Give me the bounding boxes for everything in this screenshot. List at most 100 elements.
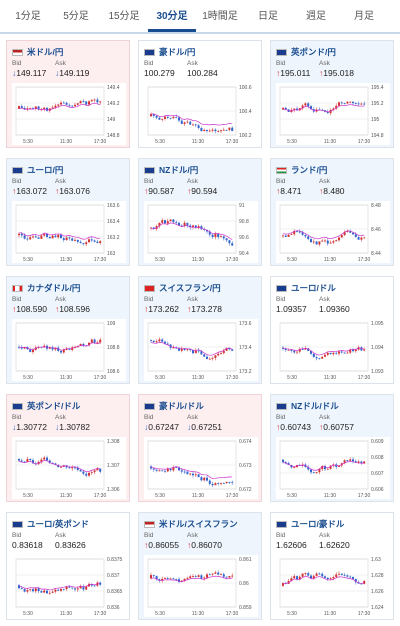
candle-body — [32, 108, 34, 109]
card-title: スイスフラン/円 — [144, 282, 221, 294]
pair-name[interactable]: カナダドル/円 — [27, 283, 81, 293]
pair-name[interactable]: NZドル/円 — [159, 165, 199, 175]
bid-price: 173.262 — [148, 304, 179, 314]
candle-body — [293, 467, 296, 468]
candle-body — [217, 483, 220, 485]
mini-candle-chart[interactable]: 100.6 100.4 100.2 5:30 11:30 17:30 — [144, 83, 258, 145]
mini-candle-chart[interactable]: 173.6 173.4 173.2 5:30 11:30 17:30 — [144, 319, 258, 381]
ask-value: ↑0.86070 — [187, 540, 222, 550]
bid-value: ↑0.86055 — [144, 540, 179, 550]
candle-body — [296, 230, 298, 232]
bid-label: Bid — [144, 60, 154, 67]
pair-name[interactable]: ユーロ/円 — [27, 165, 64, 175]
quote-card[interactable]: 米ドル/スイスフラン Bid Ask ↑0.86055 ↑0.86070 0.861 0.8… — [138, 512, 262, 620]
pair-name[interactable]: ユーロ/豪ドル — [291, 519, 345, 529]
quote-card[interactable]: 英ポンド/ドル Bid Ask ↓1.30772 ↓1.30782 1.308 1.307 1… — [6, 394, 130, 502]
pair-name[interactable]: 豪ドル/円 — [159, 47, 196, 57]
tab-5[interactable]: 日足 — [258, 11, 278, 22]
mini-candle-chart[interactable]: 163.6 163.4 163.2 163 5:30 11:30 17:30 — [12, 201, 126, 263]
quote-card[interactable]: 英ポンド/円 Bid Ask ↑195.011 ↑195.018 195.4 195.2 19… — [270, 40, 394, 148]
mini-candle-chart[interactable]: 0.609 0.608 0.607 0.606 5:30 11:30 17:30 — [276, 437, 390, 499]
ask-value: ↓0.67251 — [187, 422, 222, 432]
quote-card[interactable]: ユーロ/英ポンド Bid Ask 0.83618 0.83626 0.8375 0.837 0… — [6, 512, 130, 620]
candle-body — [222, 129, 225, 131]
mini-candle-chart[interactable]: 1.63 1.628 1.626 1.624 5:30 11:30 17:30 — [276, 555, 390, 617]
mini-candle-chart[interactable]: 1.308 1.307 1.306 5:30 11:30 17:30 — [12, 437, 126, 499]
ask-label: Ask — [319, 532, 330, 539]
bid-price: 100.279 — [144, 68, 175, 78]
mini-candle-chart[interactable]: 91 90.8 90.6 90.4 5:30 11:30 17:30 — [144, 201, 258, 263]
quote-card[interactable]: 豪ドル/ドル Bid Ask ↓0.67247 ↓0.67251 0.674 0.673 0.… — [138, 394, 262, 502]
candle-body — [228, 240, 231, 244]
tab-3[interactable]: 30分足 — [148, 2, 196, 32]
mini-candle-chart[interactable]: 0.674 0.673 0.672 5:30 11:30 17:30 — [144, 437, 258, 499]
tab-0[interactable]: 1分足 — [15, 11, 41, 22]
x-tick-label: 11:30 — [192, 493, 204, 499]
candle-body — [155, 341, 158, 343]
mini-candle-chart[interactable]: 1.095 1.094 1.093 5:30 11:30 17:30 — [276, 319, 390, 381]
candle-body — [194, 576, 197, 577]
candle-body — [225, 576, 228, 578]
quote-card[interactable]: ユーロ/円 Bid Ask ↑163.072 ↑163.076 163.6 163.4 163… — [6, 158, 130, 266]
candle-body — [51, 347, 54, 350]
pair-name[interactable]: ランド/円 — [291, 165, 328, 175]
mini-candle-chart[interactable]: 109 108.8 108.6 5:30 11:30 17:30 — [12, 319, 126, 381]
direction-arrow-icon: ↑ — [276, 422, 281, 432]
candle-body — [284, 235, 287, 237]
quote-card[interactable]: NZドル/円 Bid Ask ↑90.587 ↑90.594 91 90.8 90.6 90.4… — [138, 158, 262, 266]
candle-body — [175, 222, 178, 223]
pair-name[interactable]: 英ポンド/ドル — [27, 401, 81, 411]
candle-body — [166, 343, 169, 345]
flag-icon — [276, 520, 287, 528]
pair-name[interactable]: ユーロ/ドル — [291, 283, 336, 293]
candle-body — [293, 230, 296, 235]
candle-body — [178, 222, 180, 226]
candle-body — [197, 125, 200, 128]
candle-body — [88, 472, 90, 476]
quote-card[interactable]: 米ドル/円 Bid Ask ↓149.117 ↓149.119 149.4 149.2 149… — [6, 40, 130, 148]
flag-icon — [144, 48, 155, 56]
candle-body — [186, 222, 189, 226]
candle-body — [321, 466, 324, 470]
pair-name[interactable]: 米ドル/円 — [27, 47, 64, 57]
tab-4[interactable]: 1時間足 — [202, 11, 238, 22]
pair-name[interactable]: NZドル/ドル — [291, 401, 339, 411]
candle-body — [290, 234, 293, 236]
tab-2[interactable]: 15分足 — [108, 11, 140, 22]
candle-body — [71, 238, 74, 241]
pair-name[interactable]: スイスフラン/円 — [159, 283, 221, 293]
mini-candle-chart[interactable]: 0.861 0.86 0.859 5:30 11:30 17:30 — [144, 555, 258, 617]
mini-candle-chart[interactable]: 149.4 149.2 149 148.8 5:30 11:30 17:30 — [12, 83, 126, 145]
quote-card[interactable]: スイスフラン/円 Bid Ask ↑173.262 ↑173.278 173.6 173.4… — [138, 276, 262, 384]
timeframe-tabs: 1分足 5分足 15分足 30分足 1時間足 日足 週足 月足 — [0, 0, 400, 34]
pair-name[interactable]: 豪ドル/ドル — [159, 401, 204, 411]
quote-card[interactable]: ユーロ/ドル Bid Ask 1.09357 1.09360 1.095 1.094 1.09… — [270, 276, 394, 384]
mini-candle-chart[interactable]: 195.4 195.2 195 194.8 5:30 11:30 17:30 — [276, 83, 390, 145]
tab-6[interactable]: 週足 — [306, 11, 326, 22]
tab-1[interactable]: 5分足 — [63, 11, 89, 22]
ask-label: Ask — [319, 414, 330, 421]
bid-price: 0.60743 — [280, 422, 311, 432]
bid-label: Bid — [276, 296, 286, 303]
candle-body — [82, 471, 85, 474]
ask-value: 1.09360 — [319, 304, 350, 314]
quote-card[interactable]: カナダドル/円 Bid Ask ↑108.590 ↑108.596 109 108.8 108… — [6, 276, 130, 384]
pair-name[interactable]: ユーロ/英ポンド — [27, 519, 89, 529]
x-tick-label: 17:30 — [358, 139, 371, 145]
mini-candle-chart[interactable]: 8.48 8.46 8.44 5:30 11:30 17:30 — [276, 201, 390, 263]
y-tick-label: 149.2 — [107, 101, 120, 107]
y-tick-label: 195 — [371, 117, 380, 123]
pair-name[interactable]: 米ドル/スイスフラン — [159, 519, 238, 529]
quote-card[interactable]: ランド/円 Bid Ask ↑8.471 ↑8.480 8.48 8.46 8.44 5:30 1… — [270, 158, 394, 266]
candle-body — [99, 468, 102, 472]
pair-name[interactable]: 英ポンド/円 — [291, 47, 336, 57]
quote-card[interactable]: NZドル/ドル Bid Ask ↑0.60743 ↑0.60757 0.609 0.608 0… — [270, 394, 394, 502]
y-tick-label: 1.095 — [371, 321, 384, 327]
tab-7[interactable]: 月足 — [354, 11, 374, 22]
quote-card[interactable]: 豪ドル/円 Bid Ask 100.279 100.284 100.6 100.4 100.2… — [138, 40, 262, 148]
mini-candle-chart[interactable]: 0.8375 0.837 0.8365 0.836 5:30 11:30 17:30 — [12, 555, 126, 617]
flag-icon — [276, 166, 287, 174]
candle-body — [332, 108, 335, 110]
direction-arrow-icon: ↑ — [12, 186, 17, 196]
quote-card[interactable]: ユーロ/豪ドル Bid Ask 1.62606 1.62620 1.63 1.628 1.62… — [270, 512, 394, 620]
